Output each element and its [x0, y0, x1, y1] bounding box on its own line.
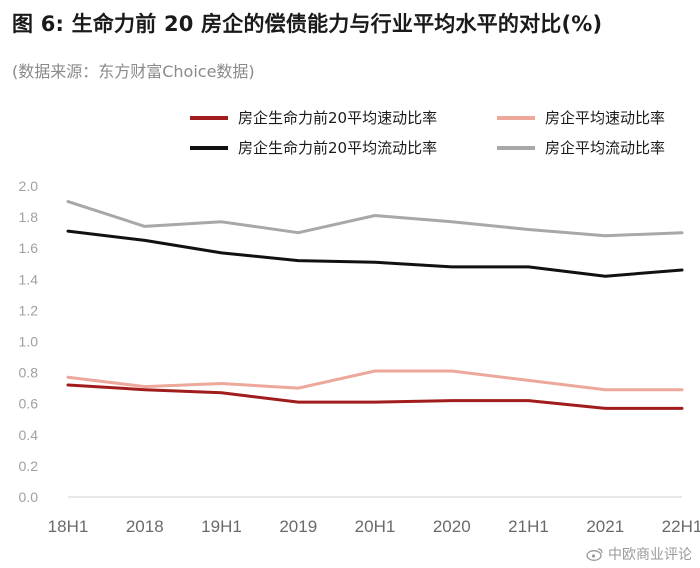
series-line-2 [66, 229, 684, 278]
legend-entry-industry-quick-ratio: 房企平均速动比率 [497, 107, 665, 128]
chart-title: 图 6: 生命力前 20 房企的偿债能力与行业平均水平的对比(%) [12, 12, 603, 36]
y-tick-label: 0.6 [19, 396, 39, 412]
legend-entry-top20-quick-ratio: 房企生命力前20平均速动比率 [190, 107, 437, 128]
y-tick-label: 0.4 [19, 427, 39, 443]
x-tick-label: 2021 [586, 517, 624, 536]
watermark-text: 中欧商业评论 [608, 547, 692, 563]
y-tick-label: 2.0 [19, 178, 39, 194]
legend-label: 房企平均速动比率 [545, 109, 666, 127]
chart-subtitle: (数据来源：东方财富Choice数据) [12, 62, 255, 81]
x-tick-label: 2018 [126, 517, 164, 536]
x-tick-label: 22H1 [662, 517, 700, 536]
x-tick-label: 19H1 [201, 517, 242, 536]
y-tick-label: 1.0 [19, 334, 39, 350]
legend-swatch [497, 145, 535, 150]
x-tick-label: 2019 [279, 517, 317, 536]
y-tick-label: 1.8 [19, 209, 39, 225]
x-tick-label: 20H1 [355, 517, 396, 536]
legend-label: 房企生命力前20平均速动比率 [238, 109, 438, 127]
legend-swatch [497, 115, 535, 120]
weibo-logo-icon [586, 548, 603, 561]
legend-label: 房企平均流动比率 [545, 139, 666, 157]
x-tick-label: 2020 [433, 517, 471, 536]
watermark: 中欧商业评论 [586, 544, 692, 564]
legend-swatch [190, 145, 228, 150]
legend-entry-top20-current-ratio: 房企生命力前20平均流动比率 [190, 137, 437, 158]
y-tick-label: 0.0 [19, 489, 39, 505]
legend-entry-industry-current-ratio: 房企平均流动比率 [497, 137, 665, 158]
y-tick-label: 1.6 [19, 240, 39, 256]
series-line-1 [66, 369, 684, 392]
series-line-0 [66, 383, 684, 410]
y-tick-label: 0.2 [19, 458, 39, 474]
y-tick-label: 1.4 [19, 271, 39, 287]
legend-label: 房企生命力前20平均流动比率 [238, 139, 438, 157]
x-tick-label: 18H1 [48, 517, 89, 536]
series-line-3 [66, 200, 684, 238]
x-tick-label: 21H1 [508, 517, 549, 536]
y-tick-label: 0.8 [19, 365, 39, 381]
legend-swatch [190, 115, 228, 120]
y-tick-label: 1.2 [19, 302, 39, 318]
